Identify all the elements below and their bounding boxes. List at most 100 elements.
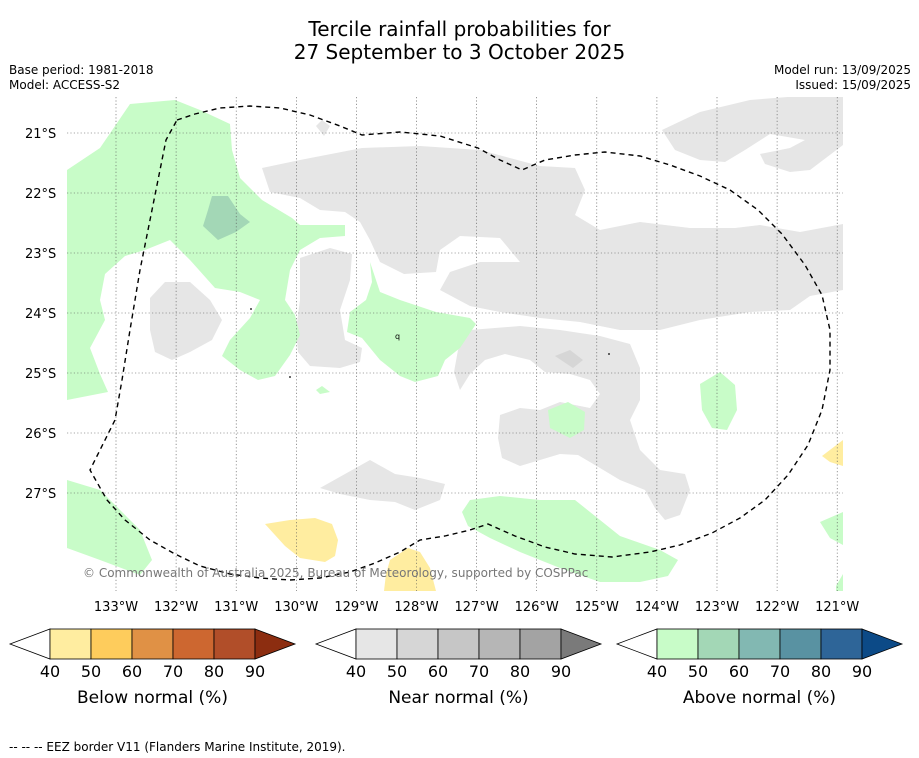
legend-swatch: [519, 628, 562, 660]
legend-swatch: [738, 628, 781, 660]
speck: [250, 308, 252, 310]
legend-title: Below normal (%): [77, 688, 228, 708]
legend-tick-label: 70: [770, 662, 790, 681]
legend-swatch: [49, 628, 92, 660]
legend-swatch: [779, 628, 822, 660]
longitude-label: 122°W: [755, 600, 799, 615]
latitude-label: 25°S: [25, 367, 56, 382]
island-mark: q: [395, 332, 400, 341]
legend-swatch: [90, 628, 133, 660]
meta-left: Base period: 1981-2018 Model: ACCESS-S2: [9, 63, 154, 93]
legend-tick-label: 70: [469, 662, 489, 681]
model-name: Model: ACCESS-S2: [9, 78, 121, 92]
legend-swatch: [478, 628, 521, 660]
near-normal-region: [320, 460, 445, 510]
above-normal-region: [462, 496, 678, 582]
legend-tick-label: 90: [551, 662, 571, 681]
base-period: Base period: 1981-2018: [9, 63, 154, 77]
legend-tick-label: 60: [428, 662, 448, 681]
legend-swatch: [697, 628, 740, 660]
latitude-label: 26°S: [25, 427, 56, 442]
graticule: [67, 97, 843, 591]
latitude-label: 22°S: [25, 187, 56, 202]
above-normal-regions: [67, 100, 843, 591]
below-normal-region: [265, 518, 338, 562]
longitude-label: 130°W: [274, 600, 318, 615]
legend-tick-label: 40: [346, 662, 366, 681]
above-normal-region: [548, 402, 585, 438]
legend-swatch: [213, 628, 256, 660]
eez-border: [89, 105, 831, 581]
longitude-label: 123°W: [695, 600, 739, 615]
legend-swatch: [437, 628, 480, 660]
legend-swatch: [131, 628, 174, 660]
legend-tick-label: 50: [387, 662, 407, 681]
longitude-label: 127°W: [455, 600, 499, 615]
longitude-label: 126°W: [515, 600, 559, 615]
above-normal-region: [67, 480, 152, 575]
latitude-label: 24°S: [25, 307, 56, 322]
legend-extend-low: [615, 628, 658, 660]
legend-swatch: [656, 628, 699, 660]
longitude-label: 133°W: [94, 600, 138, 615]
near-normal-region: [555, 350, 583, 368]
below-normal-legend: 40 50 60 70 80 90 Below normal (%): [8, 628, 297, 708]
legend-tick-label: 90: [852, 662, 872, 681]
legend-extend-low: [8, 628, 51, 660]
latitude-label: 21°S: [25, 127, 56, 142]
below-normal-regions: [265, 440, 843, 591]
legend-extend-high: [560, 628, 603, 660]
speck: [608, 353, 610, 355]
legend-title: Near normal (%): [388, 688, 528, 708]
below-normal-region: [822, 440, 843, 466]
above-normal-50-region: [203, 196, 250, 240]
legend-tick-label: 80: [811, 662, 831, 681]
above-normal-legend: 40 50 60 70 80 90 Above normal (%): [615, 628, 904, 708]
title-line-2: 27 September to 3 October 2025: [293, 40, 626, 64]
legend-tick-label: 90: [245, 662, 265, 681]
longitude-label: 124°W: [635, 600, 679, 615]
near-normal-region: [262, 146, 843, 330]
eez-footnote: -- -- -- EEZ border V11 (Flanders Marine…: [9, 740, 346, 754]
map-specks: [250, 308, 610, 378]
legend-tick-label: 80: [204, 662, 224, 681]
legend-extend-low: [314, 628, 357, 660]
map-title: Tercile rainfall probabilities for 27 Se…: [0, 18, 919, 64]
meta-right: Model run: 13/09/2025 Issued: 15/09/2025: [774, 63, 911, 93]
above-normal-region: [836, 574, 843, 591]
legends: 40 50 60 70 80 90 Below normal (%) 40 50 60 70 80 90…: [8, 628, 904, 708]
longitude-label: 131°W: [214, 600, 258, 615]
copyright-notice: © Commonwealth of Australia 2025, Bureau…: [83, 566, 588, 580]
legend-tick-label: 50: [688, 662, 708, 681]
latitude-label: 23°S: [25, 247, 56, 262]
title-line-1: Tercile rainfall probabilities for: [308, 17, 611, 41]
legend-tick-label: 40: [40, 662, 60, 681]
below-normal-region: [384, 548, 436, 591]
legend-swatch: [820, 628, 863, 660]
issued-date: Issued: 15/09/2025: [795, 78, 911, 92]
legend-title: Above normal (%): [683, 688, 836, 708]
legend-swatch: [172, 628, 215, 660]
longitude-label: 125°W: [575, 600, 619, 615]
longitude-label: 132°W: [154, 600, 198, 615]
near-normal-region: [150, 282, 222, 360]
legend-extend-high: [861, 628, 904, 660]
longitude-label: 128°W: [394, 600, 438, 615]
near-normal-region: [316, 120, 330, 136]
near-normal-regions: [150, 97, 843, 520]
legend-tick-label: 50: [81, 662, 101, 681]
latitude-labels: 21°S 22°S 23°S 24°S 25°S 26°S 27°S: [25, 127, 56, 502]
near-normal-region: [296, 248, 362, 368]
legend-tick-label: 70: [163, 662, 183, 681]
legend-swatch: [355, 628, 398, 660]
above-normal-region: [347, 262, 476, 382]
above-normal-region: [67, 100, 345, 400]
longitude-label: 121°W: [815, 600, 859, 615]
model-run: Model run: 13/09/2025: [773, 63, 911, 77]
longitude-labels: 133°W 132°W 131°W 130°W 129°W 128°W 127°W 126°W…: [94, 600, 860, 615]
latitude-label: 27°S: [25, 487, 56, 502]
map-area: q © Commonwealth of Australia 2025, Bure…: [67, 97, 843, 591]
near-normal-legend: 40 50 60 70 80 90 Near normal (%): [314, 628, 603, 708]
near-normal-region: [662, 97, 843, 172]
